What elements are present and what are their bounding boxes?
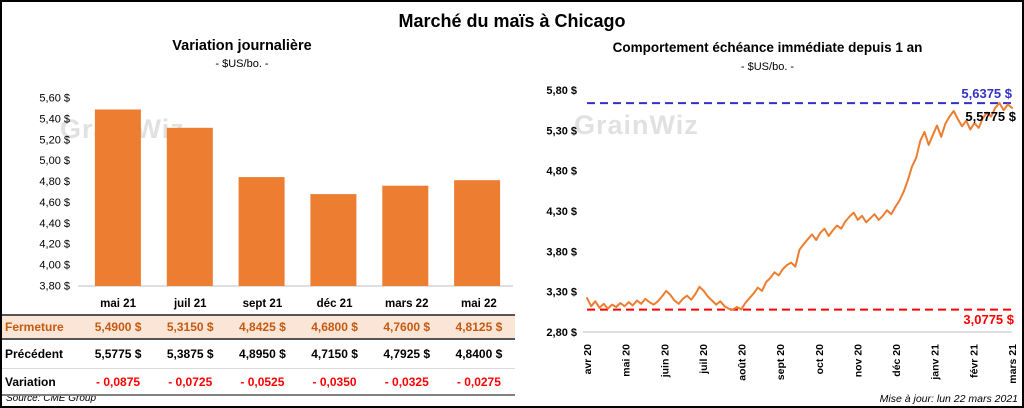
bar-y-tick-label: 5,00 $ bbox=[39, 155, 70, 167]
line-y-tick-label: 5,80 $ bbox=[546, 85, 577, 97]
grainwiz-watermark-right: GrainWiz bbox=[574, 110, 699, 140]
table-cell: - 0,0325 bbox=[384, 374, 429, 389]
table-cell: 5,3875 $ bbox=[166, 347, 214, 361]
column-header-dec-21: déc 21 bbox=[316, 298, 353, 310]
line-x-tick-label: sept 20 bbox=[775, 344, 787, 380]
table-cell: - 0,0525 bbox=[240, 374, 285, 389]
line-x-tick-label: août 20 bbox=[737, 344, 749, 381]
bar-mai-21 bbox=[94, 109, 141, 286]
bar-y-tick-label: 4,20 $ bbox=[39, 239, 70, 251]
table-cell: 4,6800 $ bbox=[311, 320, 358, 334]
column-header-mai-22: mai 22 bbox=[461, 298, 497, 310]
table-cell: 5,5775 $ bbox=[94, 347, 142, 361]
price-line bbox=[586, 102, 1013, 311]
page-title: Marché du maïs à Chicago bbox=[398, 11, 626, 31]
column-header-sept-21: sept 21 bbox=[242, 298, 283, 310]
table-cell: - 0,0725 bbox=[168, 374, 213, 389]
table-cell: - 0,0350 bbox=[312, 374, 357, 389]
bar-juil-21 bbox=[166, 127, 213, 286]
table-row-precedent: Précédent 5,5775 $ 5,3875 $ 4,8950 $ 4,7… bbox=[2, 340, 515, 369]
update-note: Mise à jour: lun 22 mars 2021 bbox=[879, 393, 1018, 405]
line-x-tick-label: mai 20 bbox=[621, 344, 633, 377]
table-cell: 5,4900 $ bbox=[94, 320, 142, 334]
table-cell: 4,8950 $ bbox=[239, 347, 286, 361]
bar-déc-21 bbox=[310, 194, 357, 286]
bar-y-tick-label: 4,00 $ bbox=[39, 260, 70, 272]
table-cell: - 0,0875 bbox=[96, 374, 141, 389]
table-row-fermeture: Fermeture 5,4900 $ 5,3150 $ 4,8425 $ 4,6… bbox=[2, 314, 515, 340]
table-cell: 4,8425 $ bbox=[239, 320, 286, 334]
table-cell: 4,8400 $ bbox=[455, 347, 503, 361]
bar-sept-21 bbox=[238, 177, 285, 286]
bar-y-tick-label: 4,60 $ bbox=[39, 197, 70, 209]
line-y-tick-label: 4,80 $ bbox=[546, 166, 577, 178]
line-x-tick-label: févr 21 bbox=[968, 344, 980, 378]
line-y-tick-label: 3,30 $ bbox=[546, 287, 577, 299]
source-note: Source: CME Group bbox=[6, 393, 97, 404]
line-x-tick-label: oct 20 bbox=[814, 344, 826, 375]
bar-y-tick-label: 3,80 $ bbox=[39, 281, 70, 293]
line-chart-title: Comportement échéance immédiate depuis 1… bbox=[612, 40, 923, 55]
line-x-tick-label: juil 20 bbox=[698, 344, 710, 375]
bar-mai-22 bbox=[454, 180, 501, 286]
row-label-precedent: Précédent bbox=[5, 347, 64, 361]
bar-chart: 3,80 $ 4,00 $ 4,20 $ 4,40 $ 4,60 $ 4,80 $ 5,00… bbox=[39, 93, 513, 293]
bar-chart-title: Variation journalière bbox=[172, 38, 312, 54]
column-header-mai-21: mai 21 bbox=[100, 298, 136, 310]
max-price-label: 5,6375 $ bbox=[961, 86, 1012, 101]
bar-y-tick-label: 5,60 $ bbox=[39, 93, 70, 105]
table-cell: 4,7600 $ bbox=[383, 320, 431, 334]
column-header-juil-21: juil 21 bbox=[173, 298, 207, 310]
min-price-label: 3,0775 $ bbox=[963, 312, 1014, 327]
table-cell: 5,3150 $ bbox=[166, 320, 214, 334]
price-table: mai 21 juil 21 sept 21 déc 21 mars 22 ma… bbox=[2, 294, 515, 396]
column-header-mars-22: mars 22 bbox=[385, 298, 429, 310]
last-price-label: 5,5775 $ bbox=[965, 109, 1016, 124]
bar-mars-22 bbox=[382, 185, 429, 286]
table-cell: - 0,0275 bbox=[456, 374, 501, 389]
row-label-fermeture: Fermeture bbox=[5, 320, 64, 334]
bar-y-tick-label: 4,80 $ bbox=[39, 176, 70, 188]
table-cell: 4,7150 $ bbox=[311, 347, 358, 361]
line-x-tick-label: janv 21 bbox=[930, 344, 942, 381]
line-y-tick-label: 3,80 $ bbox=[546, 246, 577, 258]
table-cell: 4,7925 $ bbox=[383, 347, 431, 361]
bar-y-tick-label: 4,40 $ bbox=[39, 218, 70, 230]
line-x-tick-label: mars 21 bbox=[1007, 344, 1019, 384]
line-chart: 2,80 $ 3,30 $ 3,80 $ 4,30 $ 4,80 $ 5,30 $ 5,80… bbox=[546, 85, 1019, 384]
bar-y-tick-label: 5,20 $ bbox=[39, 134, 70, 146]
line-x-tick-label: nov 20 bbox=[853, 344, 865, 377]
bar-y-tick-label: 5,40 $ bbox=[39, 113, 70, 125]
line-y-tick-label: 2,80 $ bbox=[546, 327, 577, 339]
line-x-tick-label: avr 20 bbox=[582, 344, 594, 375]
line-x-tick-label: déc 20 bbox=[891, 344, 903, 377]
bar-chart-subtitle: - $US/bo. - bbox=[215, 58, 269, 70]
line-x-tick-label: juin 20 bbox=[659, 344, 671, 378]
table-row-variation: Variation - 0,0875 - 0,0725 - 0,0525 - 0… bbox=[2, 369, 515, 396]
line-y-tick-label: 5,30 $ bbox=[546, 125, 577, 137]
line-chart-subtitle: - $US/bo. - bbox=[740, 61, 795, 73]
line-y-tick-label: 4,30 $ bbox=[546, 206, 577, 218]
table-header-row: mai 21 juil 21 sept 21 déc 21 mars 22 ma… bbox=[2, 294, 515, 314]
table-cell: 4,8125 $ bbox=[455, 320, 503, 334]
row-label-variation: Variation bbox=[5, 374, 56, 389]
